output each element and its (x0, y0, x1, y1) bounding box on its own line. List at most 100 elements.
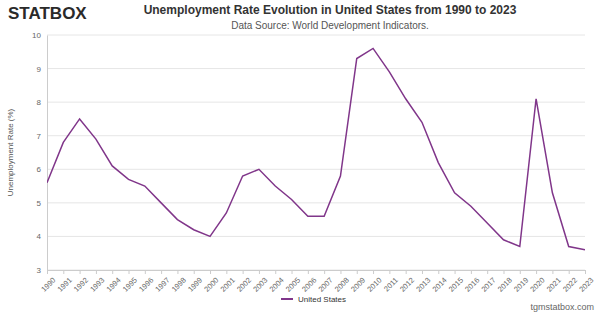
x-tick-label: 1997 (153, 276, 171, 294)
x-tick-mark (194, 270, 195, 274)
x-tick-mark (471, 270, 472, 274)
x-tick-label: 2003 (251, 276, 269, 294)
y-tick: 10 (32, 31, 47, 40)
x-tick-label: 2019 (512, 276, 530, 294)
x-tick-mark (503, 270, 504, 274)
x-tick-mark (63, 270, 64, 274)
x-tick-mark (455, 270, 456, 274)
x-tick: 2014 (431, 270, 449, 294)
x-tick-label: 1990 (39, 276, 57, 294)
y-axis: 3 4 5 6 7 8 9 10 (32, 31, 47, 275)
x-tick-mark (373, 270, 374, 274)
x-tick-mark (145, 270, 146, 274)
x-tick: 1995 (121, 270, 139, 294)
x-tick-label: 2010 (365, 276, 383, 294)
y-tick: 8 (37, 98, 47, 107)
y-tick: 9 (37, 65, 47, 74)
x-tick-mark (177, 270, 178, 274)
grid-line (47, 236, 585, 237)
x-tick: 2023 (577, 270, 595, 294)
x-tick-label: 2005 (284, 276, 302, 294)
x-tick: 2017 (479, 270, 497, 294)
x-tick-label: 2013 (414, 276, 432, 294)
x-tick-label: 1995 (121, 276, 139, 294)
x-tick: 1994 (105, 270, 123, 294)
x-tick-mark (585, 270, 586, 274)
x-tick-label: 1994 (105, 276, 123, 294)
x-tick-label: 2015 (447, 276, 465, 294)
logo: STATBOX (8, 4, 87, 23)
y-tick-label: 9 (37, 65, 42, 74)
x-tick-mark (243, 270, 244, 274)
chart: STATBOX Unemployment Rate Evolution in Un… (0, 0, 600, 314)
y-axis-title: Unemployment Rate (%) (6, 108, 15, 196)
x-axis-line (48, 271, 586, 275)
x-tick-mark (520, 270, 521, 274)
x-tick-mark (406, 270, 407, 274)
x-tick-label: 2001 (219, 276, 237, 294)
x-tick-label: 2022 (561, 276, 579, 294)
x-tick-mark (129, 270, 130, 274)
series-line (47, 48, 585, 249)
x-tick-mark (80, 270, 81, 274)
x-tick: 2019 (512, 270, 530, 294)
y-tick-label: 8 (37, 98, 42, 107)
x-tick: 2013 (414, 270, 432, 294)
x-tick-mark (324, 270, 325, 274)
x-tick-mark (389, 270, 390, 274)
x-tick: 1996 (137, 270, 155, 294)
y-tick-label: 6 (37, 165, 42, 174)
grid-line (47, 102, 585, 103)
x-tick-mark (161, 270, 162, 274)
x-tick: 1992 (72, 270, 90, 294)
grid-line (47, 202, 585, 203)
y-tick: 5 (37, 199, 47, 208)
legend-label[interactable]: United States (298, 295, 346, 304)
x-tick: 2008 (333, 270, 351, 294)
x-tick-label: 2000 (202, 276, 220, 294)
x-tick-mark (438, 270, 439, 274)
x-tick-mark (357, 270, 358, 274)
y-tick-label: 10 (32, 31, 41, 40)
x-tick: 1991 (56, 270, 74, 294)
x-tick: 2015 (447, 270, 465, 294)
x-tick: 2011 (382, 270, 400, 293)
x-tick: 1990 (39, 270, 57, 294)
x-tick: 2004 (268, 270, 286, 294)
x-tick-label: 1996 (137, 276, 155, 294)
title: Unemployment Rate Evolution in United St… (144, 3, 517, 17)
x-tick-label: 1991 (56, 276, 74, 294)
x-tick-label: 2002 (235, 276, 253, 294)
x-tick-mark (569, 270, 570, 274)
x-tick: 2016 (463, 270, 481, 294)
y-tick: 4 (37, 232, 47, 241)
x-tick-mark (340, 270, 341, 274)
y-tick: 7 (37, 132, 47, 141)
grid-line (47, 135, 585, 136)
x-tick-mark (210, 270, 211, 274)
y-tick-label: 3 (37, 266, 42, 275)
grid-line (47, 35, 585, 36)
grid-line (47, 68, 585, 69)
y-tick: 6 (37, 165, 47, 174)
x-tick-mark (292, 270, 293, 274)
x-tick: 2021 (545, 270, 563, 294)
footer-site: tgmstatbox.com (530, 302, 594, 312)
x-tick: 2006 (300, 270, 318, 294)
subtitle: Data Source: World Development Indicator… (231, 20, 429, 31)
x-tick-mark (536, 270, 537, 274)
x-tick-label: 2023 (577, 276, 595, 294)
x-tick: 2012 (398, 270, 416, 294)
x-tick: 2000 (202, 270, 220, 294)
x-tick-label: 2009 (349, 276, 367, 294)
x-tick-label: 1993 (88, 276, 106, 294)
x-tick-label: 1999 (186, 276, 204, 294)
x-tick-mark (259, 270, 260, 274)
x-tick-mark (422, 270, 423, 274)
x-tick-mark (47, 270, 48, 274)
x-axis: 1990199119921993199419951996199719981999… (39, 270, 595, 294)
x-tick: 2005 (284, 270, 302, 294)
x-tick-label: 2007 (316, 276, 334, 294)
x-tick: 1999 (186, 270, 204, 294)
x-tick-mark (96, 270, 97, 274)
